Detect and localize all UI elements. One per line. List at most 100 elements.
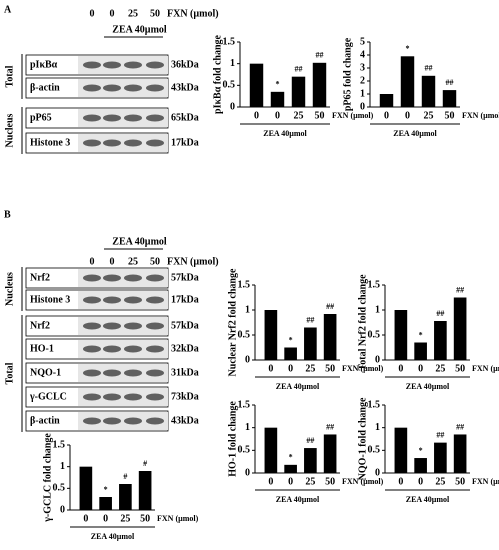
x-tick-label: 0 xyxy=(384,110,389,121)
significance: ## xyxy=(306,436,314,445)
bar xyxy=(284,464,297,473)
band xyxy=(124,84,142,92)
y-tick-label: 0 xyxy=(60,504,65,515)
x-tick-label: 0 xyxy=(268,363,273,374)
x-tick-label: 50 xyxy=(325,476,335,487)
band xyxy=(124,296,142,304)
x-tick-label: 50 xyxy=(140,513,150,524)
bar xyxy=(264,310,278,360)
x-tick-label: 0 xyxy=(288,476,293,487)
lane-label: 25 xyxy=(128,256,138,267)
y-axis-label: pP65 fold change xyxy=(342,37,353,111)
significance: * xyxy=(104,485,108,494)
y-tick-label: 0.5 xyxy=(368,445,381,456)
protein-label: Nrf2 xyxy=(30,272,50,283)
x-axis-label: FXN (µmol) xyxy=(462,111,499,120)
significance: * xyxy=(289,335,293,344)
group-label: ZEA 40µmol xyxy=(406,382,450,391)
y-axis-label: NQO-1 fold change xyxy=(357,397,368,480)
lane-label: 0 xyxy=(90,256,95,267)
x-tick-label: 25 xyxy=(435,476,445,487)
size-label: 73kDa xyxy=(171,391,199,402)
blot-strip xyxy=(78,56,168,74)
x-tick-label: 50 xyxy=(445,110,455,121)
significance: * xyxy=(276,80,280,89)
bar xyxy=(291,76,306,107)
significance: ## xyxy=(295,64,303,73)
bar xyxy=(414,458,427,473)
significance: # xyxy=(123,472,127,481)
y-axis-label: Nuclear Nrf2 fold change xyxy=(227,268,238,376)
bar xyxy=(414,342,427,360)
x-tick-label: 25 xyxy=(435,363,445,374)
band xyxy=(146,274,164,282)
bar xyxy=(79,466,93,510)
significance: # xyxy=(143,459,147,468)
x-tick-label: 0 xyxy=(103,513,108,524)
band xyxy=(83,369,101,377)
significance: * xyxy=(419,330,423,339)
y-axis-label: HO-1 fold change xyxy=(227,401,238,477)
protein-label: β-actin xyxy=(30,82,60,93)
band xyxy=(124,393,142,401)
bar xyxy=(264,427,278,473)
band xyxy=(146,369,164,377)
blot-strip xyxy=(78,364,168,382)
x-axis-label: FXN (µmol) xyxy=(157,514,199,523)
significance: * xyxy=(406,44,410,53)
y-tick-label: 0 xyxy=(245,354,250,365)
protein-label: pP65 xyxy=(30,112,52,123)
x-tick-label: 50 xyxy=(325,363,335,374)
band xyxy=(124,345,142,353)
band xyxy=(146,114,164,122)
significance: ## xyxy=(326,422,334,431)
lane-label: 0 xyxy=(90,8,95,19)
x-tick-label: 50 xyxy=(455,476,465,487)
band xyxy=(124,114,142,122)
y-tick-label: 2 xyxy=(360,75,365,86)
size-label: 31kDa xyxy=(171,367,199,378)
bar xyxy=(453,434,467,473)
lane-axis: FXN (µmol) xyxy=(167,8,219,19)
significance: ## xyxy=(306,315,314,324)
band xyxy=(103,274,121,282)
y-tick-label: 1 xyxy=(245,422,250,433)
y-axis-label: Total Nrf2 fold change xyxy=(357,274,368,371)
lane-label: 50 xyxy=(150,8,160,19)
bar xyxy=(394,427,408,473)
band xyxy=(83,274,101,282)
x-tick-label: 0 xyxy=(418,476,423,487)
bar xyxy=(99,497,112,510)
size-label: 57kDa xyxy=(171,272,199,283)
bar xyxy=(421,75,436,107)
protein-label: β-actin xyxy=(30,415,60,426)
blot-strip xyxy=(78,340,168,358)
y-tick-label: 0.5 xyxy=(368,329,381,340)
y-tick-label: 1.5 xyxy=(223,36,236,47)
lane-label: 0 xyxy=(110,8,115,19)
bar xyxy=(304,327,317,360)
y-tick-label: 1 xyxy=(60,461,65,472)
band xyxy=(103,345,121,353)
y-tick-label: 0.5 xyxy=(53,483,66,494)
size-label: 17kDa xyxy=(171,294,199,305)
x-tick-label: 0 xyxy=(288,363,293,374)
bar xyxy=(379,94,394,107)
significance: ## xyxy=(456,422,464,431)
protein-label: γ-GCLC xyxy=(29,391,67,402)
x-tick-label: 25 xyxy=(305,363,315,374)
band xyxy=(103,369,121,377)
blot-strip xyxy=(78,388,168,406)
band xyxy=(103,296,121,304)
significance: ## xyxy=(326,302,334,311)
y-tick-label: 0 xyxy=(245,467,250,478)
y-tick-label: 0 xyxy=(230,101,235,112)
bar xyxy=(453,297,467,360)
x-tick-label: 0 xyxy=(254,110,259,121)
bar xyxy=(249,63,264,107)
y-axis-label: γ-GCLC fold change xyxy=(42,433,53,523)
band xyxy=(83,84,101,92)
blot-strip xyxy=(78,291,168,309)
size-label: 43kDa xyxy=(171,82,199,93)
group-label: ZEA 40µmol xyxy=(393,129,437,138)
